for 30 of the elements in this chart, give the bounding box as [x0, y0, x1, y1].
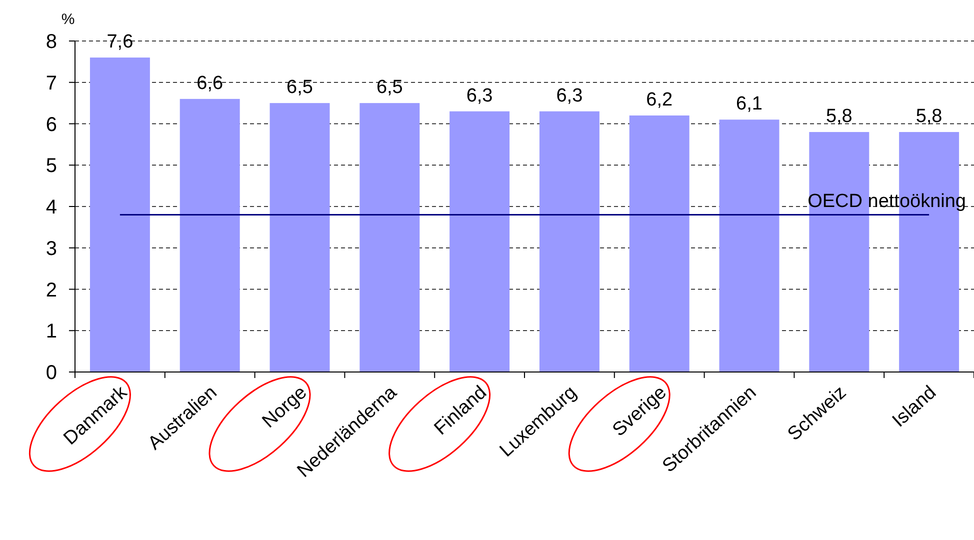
ref-line-label: OECD nettoökning — [808, 190, 966, 212]
bar — [719, 120, 780, 372]
y-tick-label: 6 — [46, 114, 57, 136]
y-tick-label: 0 — [46, 362, 57, 384]
y-tick-label: 5 — [46, 155, 57, 178]
bar — [809, 132, 870, 372]
data-label: 6,1 — [736, 94, 762, 115]
bar — [360, 103, 420, 372]
y-tick-label: 3 — [46, 238, 57, 260]
y-tick-label: 1 — [46, 320, 57, 343]
bar — [270, 103, 330, 372]
data-label: 6,5 — [286, 77, 313, 98]
data-label: 5,8 — [916, 106, 942, 128]
y-tick-label: 2 — [46, 279, 57, 302]
y-tick-label: 4 — [46, 196, 57, 218]
y-axis-title: % — [61, 11, 75, 28]
data-label: 6,5 — [376, 77, 403, 98]
data-label: 6,3 — [466, 85, 493, 106]
bar — [180, 98, 240, 372]
y-tick-label: 8 — [46, 31, 57, 53]
data-label: 5,8 — [826, 106, 852, 128]
bar — [629, 115, 690, 372]
data-label: 6,3 — [556, 85, 583, 106]
data-label: 6,2 — [646, 89, 673, 110]
bar — [450, 111, 510, 372]
data-label: 7,6 — [106, 32, 134, 53]
bar — [90, 58, 150, 372]
y-tick-label: 7 — [46, 72, 57, 94]
data-label: 6,6 — [196, 72, 224, 94]
bar — [539, 111, 600, 372]
